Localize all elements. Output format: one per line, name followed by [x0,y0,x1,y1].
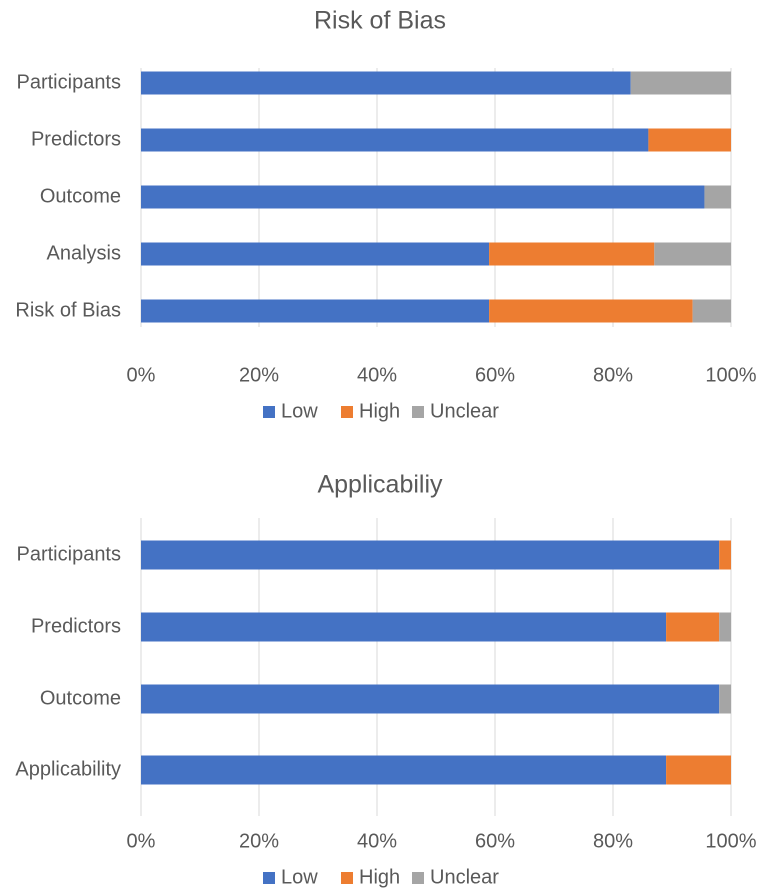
bar-participants-low [141,540,720,570]
bar-outcome-unclear [704,185,731,209]
legend-label-unclear: Unclear [430,400,499,422]
legend-label-high: High [359,400,400,422]
bar-participants-unclear [630,71,731,95]
chart-title: Risk of Bias [314,7,446,35]
legend-swatch-high [341,406,353,418]
category-label: Predictors [31,615,121,637]
category-label: Applicability [15,758,121,780]
x-tick-label: 100% [705,364,756,386]
bar-predictors-low [141,612,667,642]
x-tick-label: 40% [357,830,397,852]
x-tick-label: 80% [593,830,633,852]
x-tick-label: 0% [127,364,156,386]
category-label: Predictors [31,128,121,150]
bar-risk-of-bias-unclear [692,299,731,323]
risk-of-bias-chart: Risk of Bias 0% 20% 40% 60% 80% 100% Participan… [15,7,756,423]
bar-analysis-high [489,242,655,266]
x-tick-label: 20% [239,830,279,852]
bar-applicability-low [141,755,667,785]
bar-analysis-unclear [654,242,731,266]
category-label: Participants [17,543,122,565]
x-tick-label: 80% [593,364,633,386]
bar-predictors-high [666,612,720,642]
x-tick-label: 40% [357,364,397,386]
bar-outcome-low [141,684,720,714]
bar-predictors-low [141,128,649,152]
x-tick-label: 0% [127,830,156,852]
chart-title: Applicabiliy [317,471,443,499]
x-tick-label: 100% [705,830,756,852]
category-label: Analysis [47,242,121,264]
bar-outcome-low [141,185,705,209]
legend-swatch-low [263,406,275,418]
legend-label-low: Low [281,866,318,888]
legend-swatch-high [341,872,353,884]
bar-analysis-low [141,242,490,266]
legend-label-unclear: Unclear [430,866,499,888]
bar-participants-high [719,540,731,570]
category-label: Risk of Bias [15,299,121,321]
legend-swatch-low [263,872,275,884]
bar-predictors-unclear [719,612,731,642]
applicability-chart: Applicabiliy 0% 20% 40% 60% 80% 100% Participan… [15,471,756,889]
legend-label-low: Low [281,400,318,422]
legend-swatch-unclear [412,872,424,884]
bar-predictors-high [648,128,731,152]
x-tick-label: 60% [475,830,515,852]
bar-outcome-unclear [719,684,731,714]
category-label: Outcome [40,687,121,709]
category-label: Participants [17,71,122,93]
bar-participants-low [141,71,631,95]
x-tick-label: 60% [475,364,515,386]
legend-label-high: High [359,866,400,888]
bar-applicability-high [666,755,731,785]
legend-swatch-unclear [412,406,424,418]
bar-risk-of-bias-high [489,299,693,323]
bar-risk-of-bias-low [141,299,490,323]
category-label: Outcome [40,185,121,207]
x-tick-label: 20% [239,364,279,386]
